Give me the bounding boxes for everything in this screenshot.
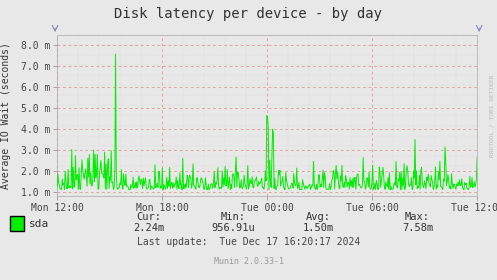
Text: Munin 2.0.33-1: Munin 2.0.33-1 <box>214 257 283 266</box>
Text: 956.91u: 956.91u <box>212 223 255 233</box>
Text: Cur:: Cur: <box>137 212 162 222</box>
Text: Disk latency per device - by day: Disk latency per device - by day <box>114 7 383 21</box>
Text: Last update:  Tue Dec 17 16:20:17 2024: Last update: Tue Dec 17 16:20:17 2024 <box>137 237 360 247</box>
Text: RRDTOOL / TOBI OETIKER: RRDTOOL / TOBI OETIKER <box>490 74 495 157</box>
Text: 1.50m: 1.50m <box>303 223 333 233</box>
Text: Max:: Max: <box>405 212 430 222</box>
Text: sda: sda <box>29 219 49 229</box>
Text: 2.24m: 2.24m <box>134 223 165 233</box>
Text: Average IO Wait (seconds): Average IO Wait (seconds) <box>1 42 11 189</box>
Text: 7.58m: 7.58m <box>402 223 433 233</box>
Text: Avg:: Avg: <box>306 212 331 222</box>
Text: Min:: Min: <box>221 212 246 222</box>
